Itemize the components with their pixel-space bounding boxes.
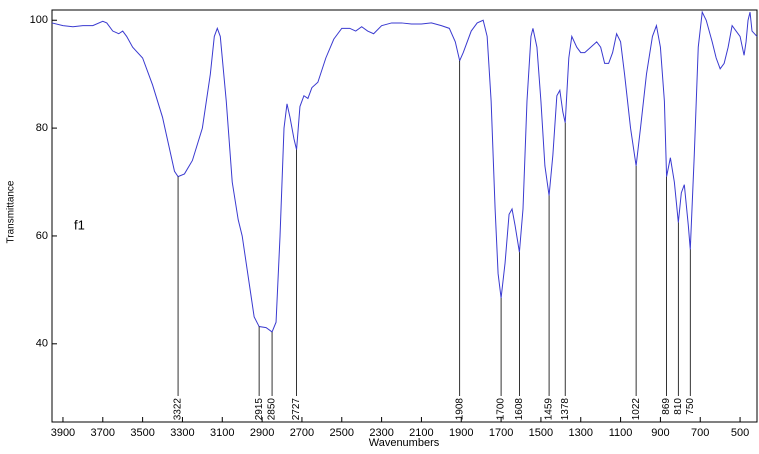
- x-tick-label: 2300: [369, 427, 393, 439]
- peak-label: 810: [673, 398, 684, 415]
- peak-label: 2850: [267, 398, 278, 421]
- peak-label: 3322: [173, 398, 184, 421]
- spectrum-line: [51, 10, 758, 333]
- x-tick-label: 700: [691, 427, 709, 439]
- peak-label: 1608: [514, 398, 525, 421]
- plot-frame: [51, 9, 758, 423]
- x-tick-label: 3700: [91, 427, 115, 439]
- x-tick-label: 2700: [290, 427, 314, 439]
- x-tick-label: 1900: [449, 427, 473, 439]
- x-tick-label: 2100: [409, 427, 433, 439]
- peak-label: 2915: [254, 398, 265, 421]
- x-tick-label: 500: [731, 427, 749, 439]
- peak-label: 1459: [544, 398, 555, 421]
- x-tick-label: 1500: [529, 427, 553, 439]
- y-tick-label: 80: [36, 122, 48, 134]
- peak-label: 869: [661, 398, 672, 415]
- x-tick-label: 1100: [609, 427, 633, 439]
- x-tick-label: 2500: [330, 427, 354, 439]
- x-tick-label: 900: [651, 427, 669, 439]
- y-tick-label: 100: [30, 14, 48, 26]
- peak-label: 1908: [454, 398, 465, 421]
- y-tick-label: 60: [36, 230, 48, 242]
- sample-label: f1: [74, 217, 85, 232]
- x-tick-label: 3900: [51, 427, 75, 439]
- x-tick-label: 1700: [489, 427, 513, 439]
- x-tick-label: 2900: [250, 427, 274, 439]
- y-axis-label: Transmittance: [6, 180, 17, 243]
- peak-label: 1378: [560, 398, 571, 421]
- x-tick-label: 3500: [130, 427, 154, 439]
- x-tick-label: 3100: [210, 427, 234, 439]
- peak-label: 1700: [496, 398, 507, 421]
- y-tick-label: 40: [36, 338, 48, 350]
- x-tick-label: 3300: [170, 427, 194, 439]
- peak-label: 2727: [291, 398, 302, 421]
- x-tick-label: 1300: [569, 427, 593, 439]
- peak-label: 1022: [631, 398, 642, 421]
- peak-label: 750: [685, 398, 696, 415]
- x-axis-label: Wavenumbers: [369, 437, 440, 449]
